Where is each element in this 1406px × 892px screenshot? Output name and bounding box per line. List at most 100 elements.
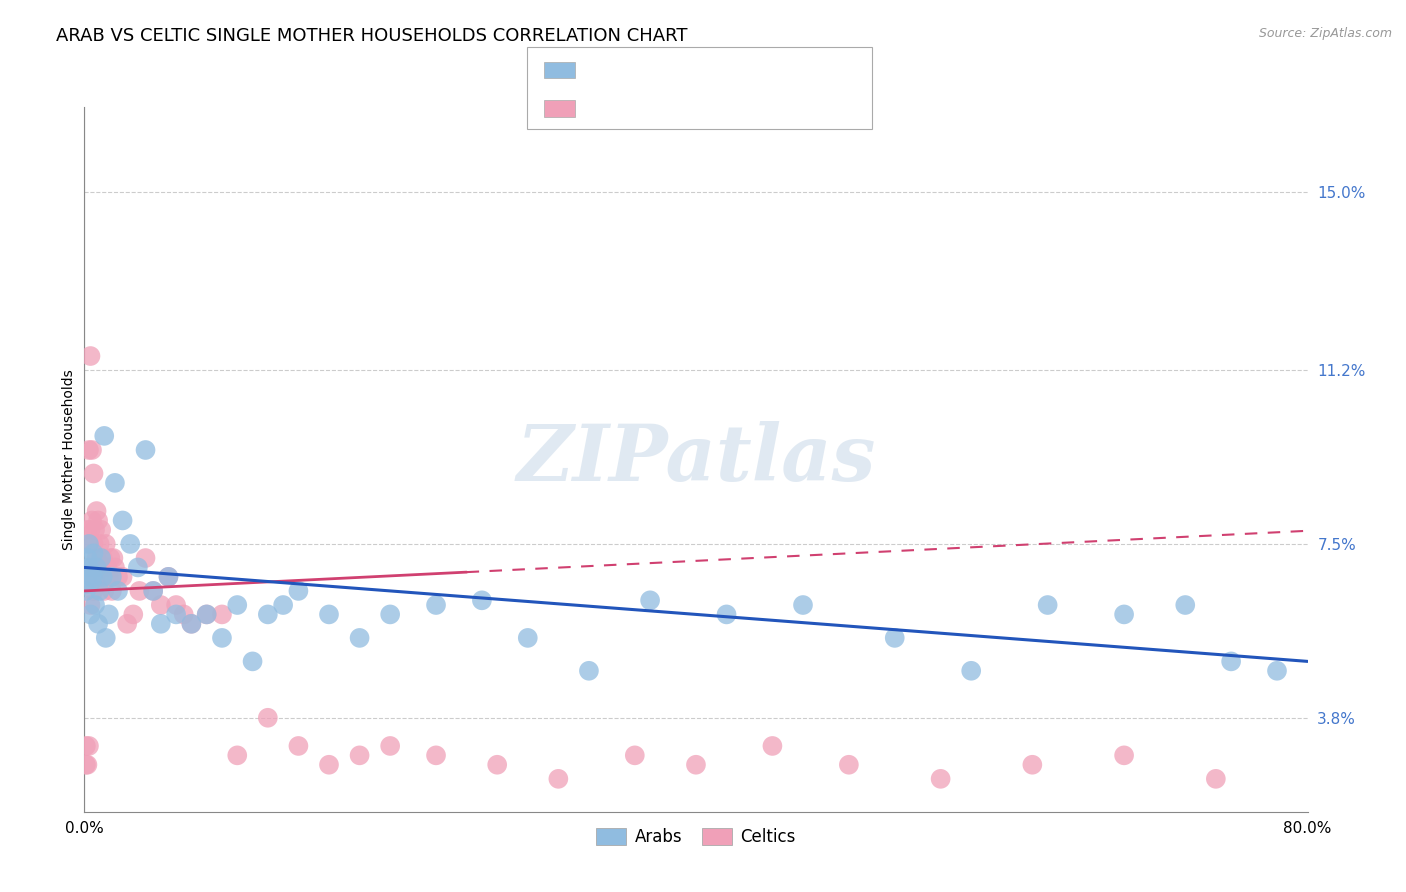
Point	[547, 772, 569, 786]
Point	[84, 523, 107, 537]
Point	[84, 570, 107, 584]
Point	[271, 598, 294, 612]
Point	[87, 513, 110, 527]
Point	[107, 583, 129, 598]
Point	[425, 748, 447, 763]
Point	[97, 607, 120, 622]
Point	[83, 546, 105, 560]
Point	[89, 537, 111, 551]
Point	[90, 560, 112, 574]
Point	[80, 570, 103, 584]
Legend: Arabs, Celtics: Arabs, Celtics	[589, 822, 803, 853]
Point	[165, 598, 187, 612]
Point	[157, 570, 180, 584]
Point	[471, 593, 494, 607]
Text: Source: ZipAtlas.com: Source: ZipAtlas.com	[1258, 27, 1392, 40]
Point	[77, 560, 100, 574]
Point	[287, 739, 309, 753]
Text: N =: N =	[702, 95, 738, 110]
Point	[318, 607, 340, 622]
Text: -0.159: -0.159	[628, 56, 686, 71]
Point	[142, 583, 165, 598]
Point	[103, 551, 125, 566]
Point	[1220, 654, 1243, 668]
Point	[638, 593, 661, 607]
Point	[157, 570, 180, 584]
Point	[89, 583, 111, 598]
Point	[86, 504, 108, 518]
Point	[257, 607, 280, 622]
Point	[211, 631, 233, 645]
Point	[91, 551, 114, 566]
Text: 67: 67	[741, 95, 763, 110]
Point	[1114, 748, 1136, 763]
Point	[87, 616, 110, 631]
Point	[318, 757, 340, 772]
Point	[101, 570, 124, 584]
Point	[1205, 772, 1227, 786]
Point	[120, 537, 142, 551]
Point	[90, 551, 112, 566]
Text: R =: R =	[586, 95, 621, 110]
Point	[80, 513, 103, 527]
Point	[111, 570, 134, 584]
Point	[516, 631, 538, 645]
Point	[94, 537, 117, 551]
Point	[685, 757, 707, 772]
Point	[761, 739, 783, 753]
Point	[83, 537, 105, 551]
Point	[380, 739, 402, 753]
Point	[287, 583, 309, 598]
Point	[1036, 598, 1059, 612]
Point	[349, 631, 371, 645]
Point	[91, 570, 114, 584]
Text: N =: N =	[702, 56, 738, 71]
Point	[1021, 757, 1043, 772]
Point	[1265, 664, 1288, 678]
Point	[380, 607, 402, 622]
Point	[838, 757, 860, 772]
Point	[79, 523, 101, 537]
Point	[80, 442, 103, 457]
Text: ZIPatlas: ZIPatlas	[516, 421, 876, 498]
Point	[83, 583, 105, 598]
Point	[87, 570, 110, 584]
Point	[149, 598, 172, 612]
Point	[425, 598, 447, 612]
Point	[716, 607, 738, 622]
Point	[75, 583, 97, 598]
Point	[1114, 607, 1136, 622]
Point	[79, 607, 101, 622]
Point	[101, 583, 124, 598]
Point	[77, 537, 100, 551]
Point	[80, 570, 103, 584]
Point	[242, 654, 264, 668]
Point	[107, 570, 129, 584]
Point	[128, 583, 150, 598]
Point	[180, 616, 202, 631]
Point	[75, 570, 97, 584]
Point	[104, 560, 127, 574]
Point	[226, 748, 249, 763]
Point	[195, 607, 218, 622]
Point	[122, 607, 145, 622]
Point	[578, 664, 600, 678]
Point	[883, 631, 905, 645]
Point	[84, 598, 107, 612]
Point	[90, 523, 112, 537]
Point	[79, 349, 101, 363]
Point	[76, 551, 98, 566]
Point	[349, 748, 371, 763]
Point	[96, 560, 118, 574]
Point	[94, 631, 117, 645]
Point	[624, 748, 647, 763]
Point	[486, 757, 509, 772]
Point	[135, 442, 157, 457]
Point	[86, 551, 108, 566]
Point	[115, 616, 138, 631]
Point	[104, 475, 127, 490]
Text: 53: 53	[741, 56, 763, 71]
Point	[98, 551, 121, 566]
Point	[75, 757, 97, 772]
Point	[960, 664, 983, 678]
